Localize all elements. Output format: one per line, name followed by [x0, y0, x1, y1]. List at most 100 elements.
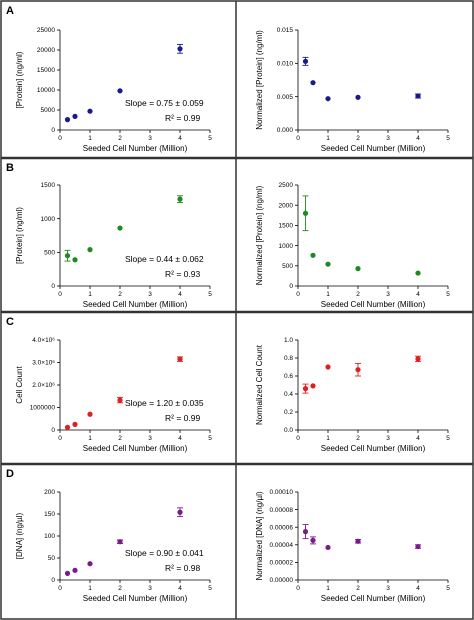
data-point — [310, 383, 316, 389]
y-tick-label: 0.00008 — [270, 507, 294, 514]
x-tick-label: 5 — [208, 585, 212, 592]
y-tick-label: 0.4 — [284, 391, 293, 398]
data-point — [117, 539, 123, 545]
y-axis-label: Cell Count — [15, 366, 24, 404]
y-tick-label: 2500 — [279, 182, 294, 189]
r-squared-annotation: R² = 0.93 — [165, 269, 200, 279]
data-point — [64, 253, 71, 259]
data-point — [87, 411, 93, 417]
r-squared-annotation: R² = 0.98 — [165, 563, 200, 573]
y-tick-label: 10000 — [37, 87, 55, 94]
y-tick-label: 4.0×10⁶ — [32, 337, 55, 344]
y-axis-label: Normalized [Protein] (ng/ml) — [255, 185, 264, 285]
data-point — [72, 257, 78, 263]
panel-label: A — [6, 5, 14, 17]
data-point — [415, 270, 421, 276]
x-tick-label: 1 — [88, 135, 92, 142]
x-tick-label: 4 — [178, 291, 182, 298]
data-point — [415, 543, 421, 550]
y-tick-label: 0.005 — [277, 94, 294, 101]
panel-label: C — [6, 316, 14, 328]
data-point — [64, 570, 71, 577]
y-tick-label: 1500 — [41, 182, 56, 189]
slope-annotation: Slope = 0.44 ± 0.062 — [125, 254, 204, 264]
y-tick-label: 0.00000 — [270, 577, 294, 584]
y-tick-label: 0.00010 — [270, 489, 294, 496]
data-point — [415, 356, 421, 362]
data-point — [302, 58, 309, 64]
y-axis-label: [Protein] (ng/ml) — [15, 51, 24, 108]
x-tick-label: 3 — [148, 585, 152, 592]
slope-annotation: Slope = 1.20 ± 0.035 — [125, 398, 204, 408]
x-tick-label: 0 — [296, 435, 300, 442]
data-point — [177, 46, 183, 52]
x-tick-label: 4 — [178, 435, 182, 442]
panel-label: D — [6, 468, 14, 480]
x-tick-label: 1 — [88, 291, 92, 298]
x-tick-label: 0 — [58, 135, 62, 142]
y-tick-label: 1000000 — [30, 405, 56, 412]
x-tick-label: 1 — [326, 291, 330, 298]
x-tick-label: 5 — [446, 435, 450, 442]
x-tick-label: 2 — [118, 135, 122, 142]
panel-label: B — [6, 162, 14, 174]
y-tick-label: 5000 — [41, 107, 56, 114]
data-point — [72, 113, 78, 119]
x-axis-label: Seeded Cell Number (Million) — [83, 594, 188, 603]
x-tick-label: 3 — [386, 435, 390, 442]
data-point — [87, 561, 93, 567]
x-tick-label: 1 — [326, 135, 330, 142]
y-tick-label: 2.0×10⁶ — [32, 382, 55, 389]
x-axis-label: Seeded Cell Number (Million) — [83, 444, 188, 453]
data-point — [117, 225, 123, 231]
data-point — [325, 364, 331, 370]
x-tick-label: 2 — [118, 435, 122, 442]
data-point — [117, 88, 123, 94]
x-tick-label: 4 — [416, 585, 420, 592]
data-point — [72, 421, 78, 427]
y-tick-label: 0 — [51, 427, 55, 434]
y-tick-label: 50 — [48, 555, 56, 562]
y-tick-label: 0 — [51, 577, 55, 584]
y-tick-label: 3.0×10⁶ — [32, 360, 55, 367]
y-tick-label: 1500 — [279, 223, 294, 230]
x-axis-label: Seeded Cell Number (Million) — [321, 594, 426, 603]
x-tick-label: 2 — [356, 135, 360, 142]
y-tick-label: 1000 — [279, 243, 294, 250]
y-tick-label: 100 — [44, 533, 55, 540]
x-tick-label: 2 — [118, 291, 122, 298]
data-point — [117, 397, 123, 403]
x-tick-label: 2 — [118, 585, 122, 592]
x-axis-label: Seeded Cell Number (Million) — [83, 300, 188, 309]
data-point — [64, 117, 71, 123]
y-tick-label: 0 — [289, 283, 293, 290]
data-point — [87, 108, 93, 114]
scatter-panel-6: 0 1 2 3 4 5 0.0 0.2 0.4 0.6 0.8 1.0 Seeded Cell Numb… — [255, 337, 450, 453]
x-tick-label: 1 — [326, 435, 330, 442]
y-tick-label: 0.0 — [284, 427, 293, 434]
scatter-panel-5: C 0 1 2 3 4 5 0 1000000 2.0×10⁶ 3.0×10⁶ 4.0×10⁶ Seed… — [6, 316, 212, 453]
x-tick-label: 0 — [296, 291, 300, 298]
x-tick-label: 5 — [446, 135, 450, 142]
y-tick-label: 15000 — [37, 67, 55, 74]
y-tick-label: 0 — [51, 283, 55, 290]
x-tick-label: 3 — [148, 135, 152, 142]
y-tick-label: 500 — [282, 263, 293, 270]
data-point — [325, 261, 331, 267]
data-point — [87, 247, 93, 253]
y-tick-label: 0.6 — [284, 373, 293, 380]
data-point — [355, 94, 361, 100]
scatter-panel-1: A 0 1 2 3 4 5 0 5000 10000 15000 20000 25000 Seeded C… — [6, 5, 212, 153]
x-axis-label: Seeded Cell Number (Million) — [83, 144, 188, 153]
y-tick-label: 0.00004 — [270, 542, 294, 549]
y-tick-label: 0.00002 — [270, 560, 294, 567]
y-tick-label: 150 — [44, 511, 55, 518]
data-point — [302, 210, 309, 216]
y-axis-label: Normalized Cell Count — [255, 344, 264, 425]
x-axis-label: Seeded Cell Number (Million) — [321, 144, 426, 153]
x-tick-label: 4 — [178, 135, 182, 142]
data-point — [355, 367, 361, 373]
